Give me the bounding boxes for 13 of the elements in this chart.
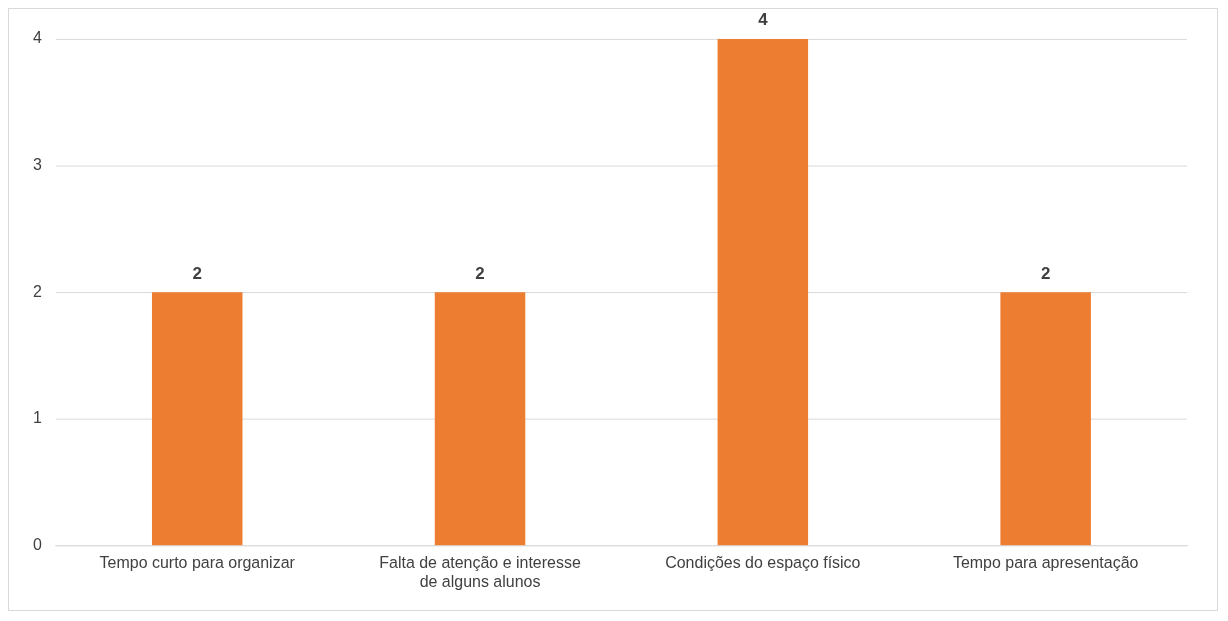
x-tick-label: Condições do espaço físico <box>665 553 861 571</box>
data-label: 2 <box>1040 263 1051 283</box>
x-tick-label: Tempo para apresentação <box>952 553 1139 571</box>
y-tick-label: 0 <box>32 536 42 554</box>
y-tick-label: 2 <box>32 282 42 300</box>
data-label: 2 <box>475 263 485 283</box>
data-label: 4 <box>758 10 769 30</box>
x-tick-label: Falta de atenção e interesse de alguns alunos <box>379 553 581 590</box>
y-tick-label: 4 <box>32 29 42 47</box>
y-tick-label: 3 <box>32 156 42 174</box>
y-tick-label: 1 <box>32 409 42 427</box>
x-tick-label: Tempo curto para organizar <box>99 553 296 571</box>
data-label: 2 <box>192 263 202 283</box>
